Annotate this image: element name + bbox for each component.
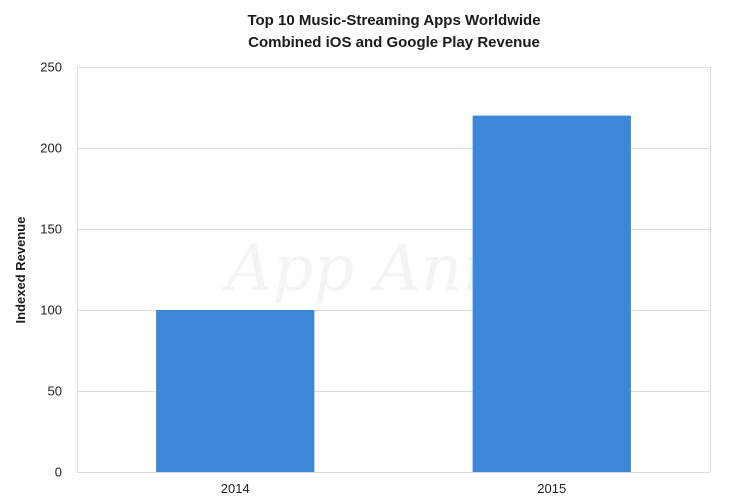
plot-frame bbox=[77, 67, 711, 472]
y-axis-ticks: 0 50 100 150 200 250 bbox=[40, 60, 62, 480]
chart-title: Top 10 Music-Streaming Apps Worldwide bbox=[247, 12, 540, 29]
bars bbox=[156, 115, 631, 472]
y-tick-label: 200 bbox=[40, 141, 62, 156]
y-tick-label: 50 bbox=[48, 384, 62, 399]
x-axis-ticks: 2014 2015 bbox=[221, 481, 566, 496]
y-tick-label: 100 bbox=[40, 303, 62, 318]
bar-2015 bbox=[472, 115, 631, 472]
y-tick-label: 150 bbox=[40, 222, 62, 237]
y-tick-label: 250 bbox=[40, 60, 62, 75]
chart-subtitle: Combined iOS and Google Play Revenue bbox=[248, 34, 540, 51]
y-axis-title: Indexed Revenue bbox=[13, 217, 28, 324]
x-tick-label: 2014 bbox=[221, 481, 250, 496]
y-tick-label: 0 bbox=[55, 465, 62, 480]
x-tick-label: 2015 bbox=[537, 481, 566, 496]
bar-2014 bbox=[156, 310, 315, 472]
